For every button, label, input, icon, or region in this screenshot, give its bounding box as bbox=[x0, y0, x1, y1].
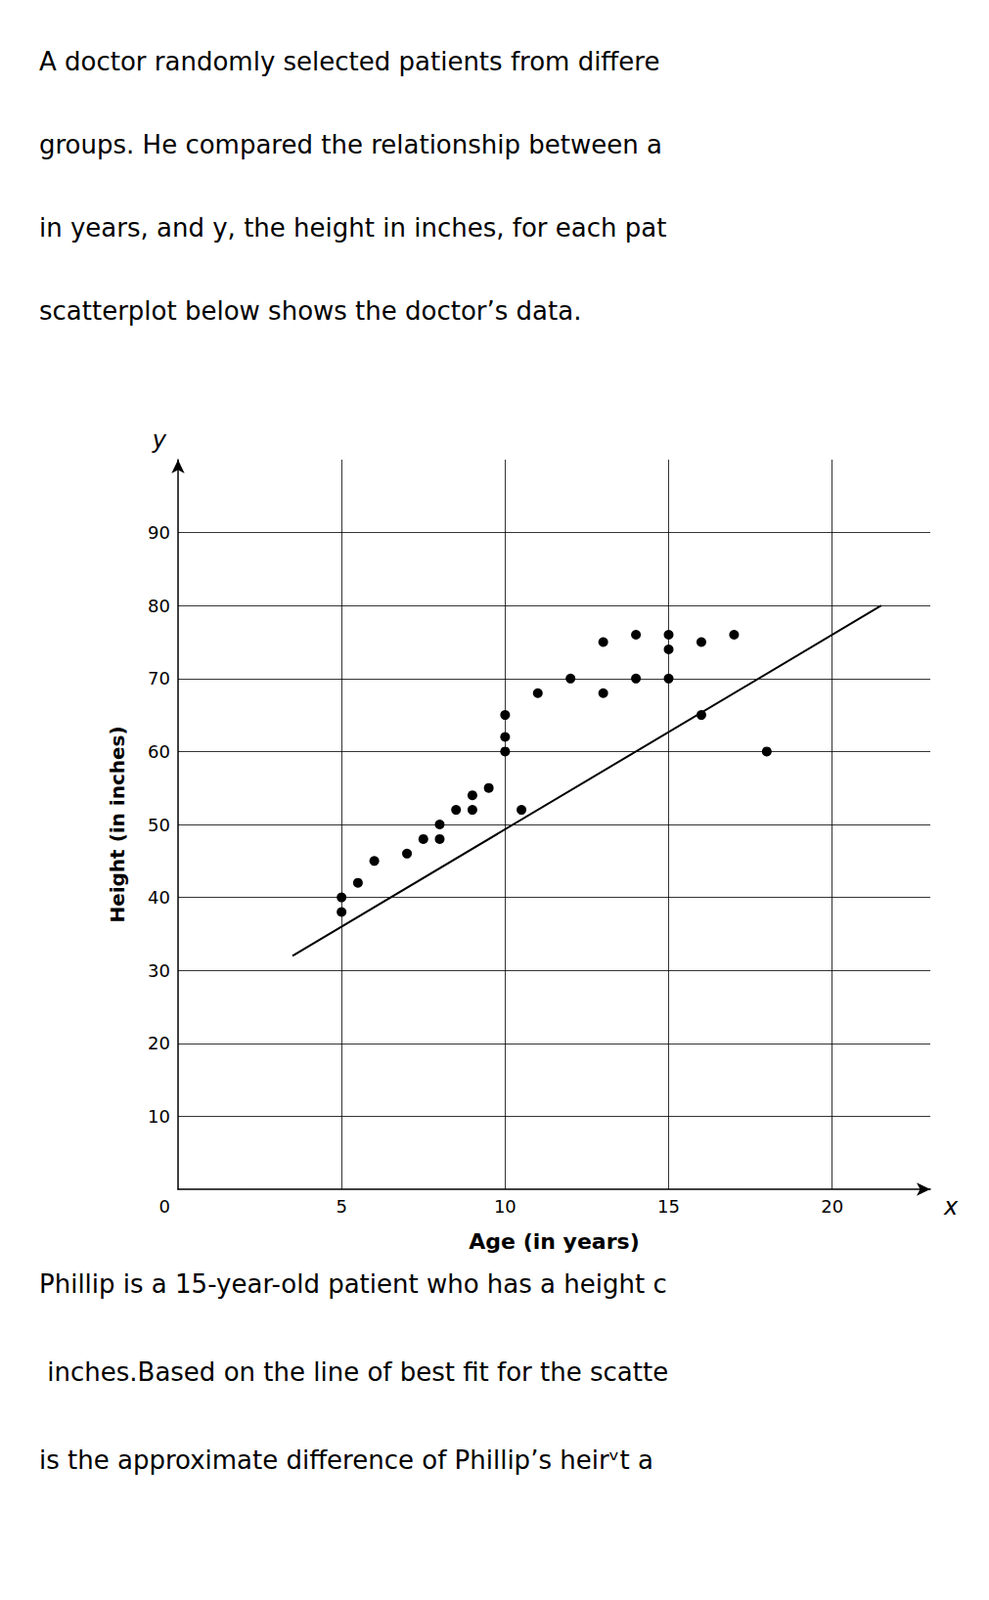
svg-text:40: 40 bbox=[147, 887, 171, 908]
svg-text:15: 15 bbox=[657, 1196, 680, 1217]
svg-text:50: 50 bbox=[147, 814, 171, 836]
svg-text:Height (in inches): Height (in inches) bbox=[105, 725, 130, 923]
svg-text:90: 90 bbox=[147, 522, 171, 543]
svg-text:20: 20 bbox=[147, 1033, 171, 1054]
svg-text:10: 10 bbox=[147, 1106, 171, 1127]
svg-text:70: 70 bbox=[147, 668, 171, 689]
svg-text:y: y bbox=[151, 426, 168, 454]
svg-text:x: x bbox=[943, 1193, 959, 1221]
svg-text:0: 0 bbox=[159, 1196, 171, 1217]
svg-text:groups. He compared the relati: groups. He compared the relationship bet… bbox=[39, 130, 663, 160]
svg-text:20: 20 bbox=[820, 1196, 844, 1217]
svg-text:30: 30 bbox=[147, 960, 171, 982]
svg-text:10: 10 bbox=[494, 1196, 517, 1217]
svg-text:in years, and y, the height in: in years, and y, the height in inches, f… bbox=[39, 213, 667, 243]
svg-text:5: 5 bbox=[335, 1196, 347, 1217]
svg-text:60: 60 bbox=[147, 741, 171, 763]
svg-text:Phillip is a 15-year-old patie: Phillip is a 15-year-old patient who has… bbox=[39, 1269, 668, 1300]
svg-text:is the approximate difference: is the approximate difference of Phillip… bbox=[39, 1445, 654, 1476]
svg-text:80: 80 bbox=[147, 595, 171, 617]
svg-text:Age (in years): Age (in years) bbox=[468, 1229, 639, 1255]
svg-text:scatterplot below shows the do: scatterplot below shows the doctor’s dat… bbox=[39, 296, 582, 326]
svg-text:A doctor randomly selected pat: A doctor randomly selected patients from… bbox=[39, 46, 660, 77]
svg-text:inches.Based on the line of be: inches.Based on the line of best fit for… bbox=[39, 1357, 669, 1388]
